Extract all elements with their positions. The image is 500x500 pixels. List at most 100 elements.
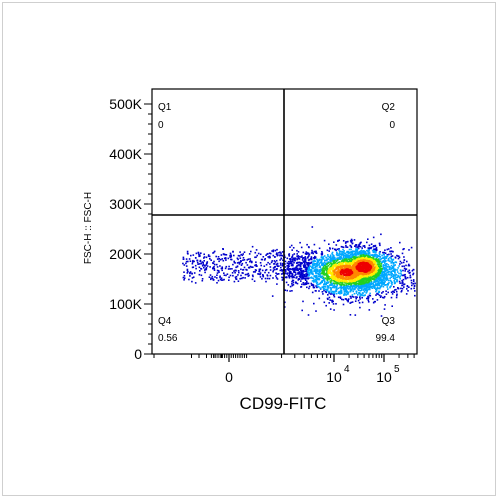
event-dot	[288, 275, 291, 278]
event-dot	[340, 250, 342, 253]
event-dot	[370, 281, 373, 283]
event-dot	[303, 257, 305, 259]
event-dot	[276, 273, 279, 275]
event-dot	[394, 278, 396, 281]
event-dot	[228, 276, 230, 279]
event-dot	[272, 254, 275, 257]
event-dot	[328, 302, 330, 304]
event-dot	[220, 279, 223, 281]
event-dot	[209, 258, 211, 260]
event-dot	[203, 256, 206, 258]
event-dot	[381, 270, 383, 273]
event-dot	[239, 257, 242, 259]
event-dot	[248, 266, 251, 269]
event-dot	[375, 289, 378, 292]
event-dot	[321, 275, 324, 277]
event-dot	[402, 269, 404, 272]
event-dot	[346, 246, 349, 248]
event-dot	[296, 253, 298, 255]
event-dot	[396, 269, 399, 271]
event-dot	[270, 261, 273, 264]
event-dot	[292, 257, 294, 260]
event-dot	[392, 275, 394, 278]
event-dot	[305, 273, 307, 275]
event-dot	[272, 270, 274, 273]
event-dot	[333, 273, 335, 276]
event-dot	[311, 270, 313, 273]
event-dot	[346, 281, 349, 283]
event-dot	[252, 266, 254, 268]
event-dot	[297, 269, 299, 271]
event-dot	[354, 259, 357, 262]
event-dot	[389, 250, 391, 253]
event-dot	[394, 289, 396, 291]
event-dot	[310, 256, 313, 258]
event-dot	[336, 254, 339, 257]
event-dot	[385, 266, 388, 268]
event-dot	[335, 271, 338, 274]
event-dot	[373, 281, 375, 283]
event-dot	[295, 273, 297, 276]
event-dot	[274, 268, 276, 271]
event-dot	[224, 253, 227, 256]
event-dot	[349, 287, 352, 289]
event-dot	[368, 288, 371, 290]
event-dots	[182, 226, 416, 317]
event-dot	[198, 266, 201, 269]
event-dot	[326, 259, 328, 262]
event-dot	[332, 271, 334, 274]
event-dot	[387, 264, 390, 266]
event-dot	[314, 255, 316, 258]
event-dot	[386, 278, 389, 281]
event-dot	[347, 240, 349, 243]
event-dot	[355, 292, 358, 294]
event-dot	[397, 257, 400, 260]
event-dot	[339, 286, 341, 289]
event-dot	[309, 271, 312, 274]
event-dot	[350, 241, 353, 243]
event-dot	[328, 250, 330, 252]
event-dot	[251, 245, 254, 248]
event-dot	[325, 286, 327, 288]
event-dot	[242, 253, 244, 255]
event-dot	[371, 254, 373, 256]
x-tick-exponent: 4	[344, 364, 350, 375]
event-dot	[297, 257, 300, 260]
event-dot	[374, 248, 377, 250]
event-dot	[246, 264, 249, 266]
event-dot	[346, 292, 349, 295]
event-dot	[203, 257, 205, 259]
event-dot	[359, 242, 362, 244]
event-dot	[269, 266, 272, 268]
event-dot	[383, 258, 386, 260]
event-dot	[321, 277, 324, 279]
event-dot	[260, 264, 262, 267]
event-dot	[390, 253, 392, 255]
event-dot	[396, 294, 398, 297]
event-dot	[314, 260, 316, 262]
event-dot	[365, 287, 367, 289]
event-dot	[321, 291, 324, 293]
event-dot	[400, 290, 403, 293]
event-dot	[384, 269, 386, 271]
event-dot	[377, 293, 379, 295]
event-dot	[401, 290, 403, 292]
event-dot	[384, 263, 387, 266]
event-dot	[313, 243, 316, 246]
event-dot	[388, 268, 390, 271]
event-dot	[381, 284, 383, 287]
event-dot	[300, 262, 302, 264]
event-dot	[292, 268, 294, 270]
event-dot	[412, 268, 415, 271]
event-dot	[299, 274, 302, 276]
event-dot	[192, 259, 194, 262]
event-dot	[329, 261, 331, 263]
event-dot	[183, 279, 185, 281]
event-dot	[404, 268, 407, 270]
event-dot	[389, 274, 391, 276]
event-dot	[375, 278, 377, 280]
event-dot	[351, 286, 354, 288]
event-dot	[221, 266, 223, 268]
event-dot	[363, 278, 366, 280]
event-dot	[296, 267, 299, 270]
